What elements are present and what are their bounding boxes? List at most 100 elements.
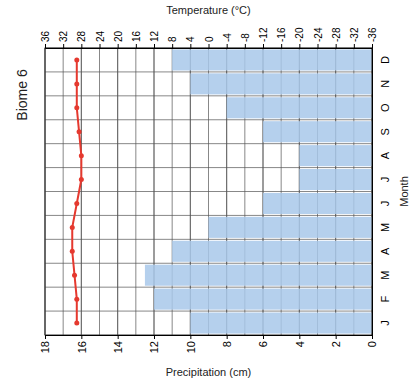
tick-mark bbox=[263, 44, 264, 48]
grid bbox=[45, 48, 372, 335]
tick: J bbox=[372, 201, 391, 207]
tick-label: 0 bbox=[204, 36, 215, 42]
grid-line-category bbox=[45, 167, 372, 168]
tick-label: -12 bbox=[258, 27, 269, 42]
tick: -4 bbox=[222, 33, 233, 48]
bar bbox=[190, 73, 372, 94]
tick-mark bbox=[336, 335, 337, 339]
tick: N bbox=[372, 80, 391, 88]
tick-label: 2 bbox=[330, 341, 342, 347]
tick-label: 32 bbox=[58, 30, 69, 42]
axis-title: Temperature (°C) bbox=[166, 4, 250, 16]
tick-mark bbox=[245, 44, 246, 48]
plot-frame bbox=[45, 48, 372, 335]
tick: 24 bbox=[95, 30, 106, 48]
bar bbox=[209, 217, 373, 238]
line-marker bbox=[79, 153, 84, 158]
tick-label: 10 bbox=[185, 341, 197, 353]
tick-mark bbox=[263, 335, 264, 339]
chart-container: -36-32-28-24-20-16-12-8-4048121620242832… bbox=[0, 0, 420, 387]
grid-line-category bbox=[45, 191, 372, 192]
tick-mark bbox=[118, 44, 119, 48]
tick-label: -8 bbox=[240, 33, 251, 42]
bar bbox=[299, 169, 372, 190]
tick: 8 bbox=[221, 335, 233, 347]
grid-line-category bbox=[45, 215, 372, 216]
tick: 14 bbox=[112, 335, 124, 353]
tick-label: -4 bbox=[222, 33, 233, 42]
tick: 28 bbox=[76, 30, 87, 48]
tick: 20 bbox=[113, 30, 124, 48]
bar bbox=[145, 265, 372, 286]
line-marker bbox=[70, 225, 75, 230]
tick-mark bbox=[100, 44, 101, 48]
bar bbox=[263, 193, 372, 214]
tick-label: J bbox=[379, 320, 391, 326]
grid-line-category bbox=[45, 287, 372, 288]
tick: 6 bbox=[257, 335, 269, 347]
line-marker bbox=[74, 321, 79, 326]
tick-label: 6 bbox=[257, 341, 269, 347]
tick: M bbox=[372, 223, 391, 232]
bar bbox=[190, 313, 372, 334]
tick-mark bbox=[63, 44, 64, 48]
tick-mark bbox=[190, 335, 191, 339]
tick: 8 bbox=[167, 36, 178, 48]
axis-line bbox=[372, 49, 373, 336]
tick-mark bbox=[299, 335, 300, 339]
line-marker bbox=[74, 57, 79, 62]
tick: F bbox=[372, 295, 391, 302]
grid-line-category bbox=[45, 71, 372, 72]
axis-temperature: -36-32-28-24-20-16-12-8-4048121620242832… bbox=[40, 27, 378, 48]
tick-mark bbox=[209, 44, 210, 48]
tick: -12 bbox=[258, 27, 269, 48]
axis-month: JFMAMJJASOND bbox=[372, 49, 391, 336]
tick-mark bbox=[45, 44, 46, 48]
chart-svg: -36-32-28-24-20-16-12-8-4048121620242832… bbox=[0, 0, 420, 387]
tick: -24 bbox=[313, 27, 324, 48]
tick-label: A bbox=[379, 151, 391, 159]
line-marker bbox=[70, 249, 75, 254]
grid-line-category bbox=[45, 239, 372, 240]
tick: 12 bbox=[149, 30, 160, 48]
tick-mark bbox=[154, 335, 155, 339]
tick-label: 24 bbox=[95, 30, 106, 42]
axis-title: Month bbox=[398, 176, 410, 207]
tick: -28 bbox=[331, 27, 342, 48]
bar bbox=[263, 121, 372, 142]
plot-marks bbox=[70, 49, 372, 333]
tick-mark bbox=[336, 44, 337, 48]
tick-mark bbox=[299, 44, 300, 48]
tick: A bbox=[372, 151, 391, 159]
tick: 16 bbox=[131, 30, 142, 48]
tick: J bbox=[372, 320, 391, 326]
tick-label: A bbox=[379, 247, 391, 255]
tick: J bbox=[372, 177, 391, 183]
tick: 0 bbox=[366, 335, 378, 347]
tick-mark bbox=[227, 335, 228, 339]
grid-line-category bbox=[45, 95, 372, 96]
tick-mark bbox=[45, 335, 46, 339]
grid-line-category bbox=[45, 119, 372, 120]
axis-precipitation: 024681012141618 bbox=[39, 335, 378, 353]
tick: D bbox=[372, 56, 391, 64]
bar bbox=[299, 145, 372, 166]
tick-label: 12 bbox=[149, 30, 160, 42]
line-marker bbox=[77, 129, 82, 134]
tick-label: D bbox=[379, 56, 391, 64]
tick-label: -24 bbox=[313, 27, 324, 42]
tick-label: 20 bbox=[113, 30, 124, 42]
tick-label: 4 bbox=[294, 341, 306, 347]
tick: 10 bbox=[185, 335, 197, 353]
chart-title: Biome 6 bbox=[14, 69, 30, 121]
tick: 0 bbox=[204, 36, 215, 48]
tick-mark bbox=[118, 335, 119, 339]
tick-mark bbox=[136, 44, 137, 48]
tick: -32 bbox=[349, 27, 360, 48]
tick: 4 bbox=[185, 36, 196, 48]
line-marker bbox=[74, 201, 79, 206]
tick-label: -28 bbox=[331, 27, 342, 42]
tick-label: S bbox=[379, 128, 391, 135]
tick-label: 8 bbox=[221, 341, 233, 347]
bar bbox=[172, 49, 372, 70]
